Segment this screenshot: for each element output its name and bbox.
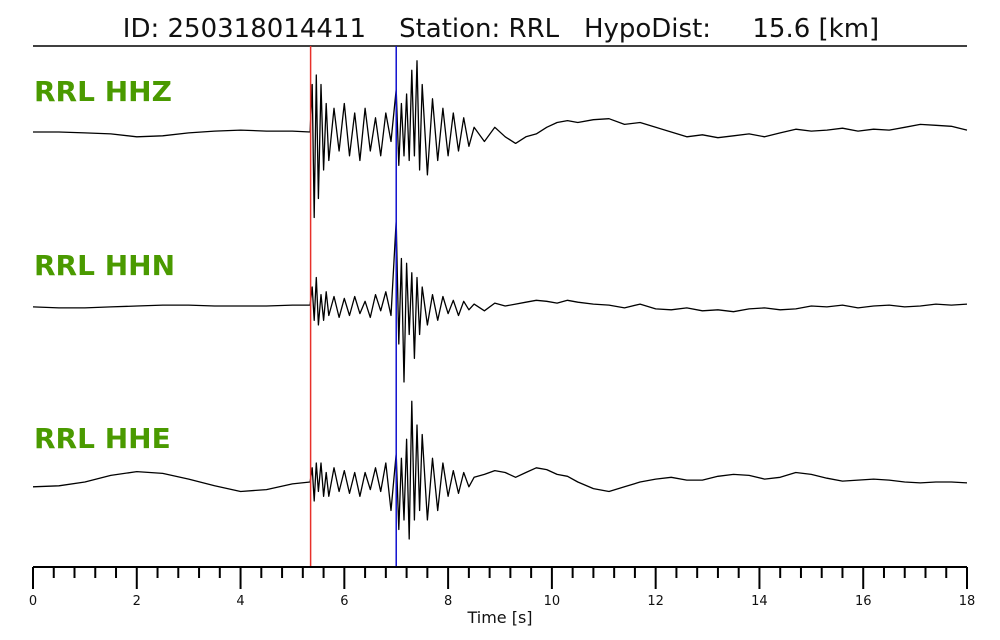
x-tick-label: 16 (855, 594, 872, 609)
channel-label-rrl-hhn: RRL HHN (34, 249, 175, 282)
trace-rrl-hhe (32, 400, 968, 540)
x-axis-label: Time [s] (466, 608, 532, 627)
x-tick-label: 6 (340, 594, 348, 609)
trace-rrl-hhn (32, 219, 968, 383)
channel-label-rrl-hhz: RRL HHZ (34, 75, 172, 108)
time-axis: 0 2 4 6 8 10 12 14 16 18 (29, 566, 976, 609)
chart-title: ID: 250318014411 Station: RRL HypoDist: … (123, 14, 879, 44)
traces-group (32, 60, 968, 540)
x-tick-label: 0 (29, 594, 37, 609)
x-tick-label: 2 (133, 594, 141, 609)
x-tick-label: 4 (236, 594, 244, 609)
trace-rrl-hhz (33, 60, 968, 219)
x-tick-label: 14 (751, 594, 768, 609)
picks-group (309, 46, 397, 567)
x-tick-label: 18 (959, 594, 976, 609)
channel-labels-group: RRL HHZ RRL HHN RRL HHE (34, 75, 175, 455)
x-tick-label: 8 (444, 594, 452, 609)
channel-label-rrl-hhe: RRL HHE (34, 422, 171, 455)
x-tick-label: 12 (647, 594, 664, 609)
x-tick-label: 10 (544, 594, 561, 609)
